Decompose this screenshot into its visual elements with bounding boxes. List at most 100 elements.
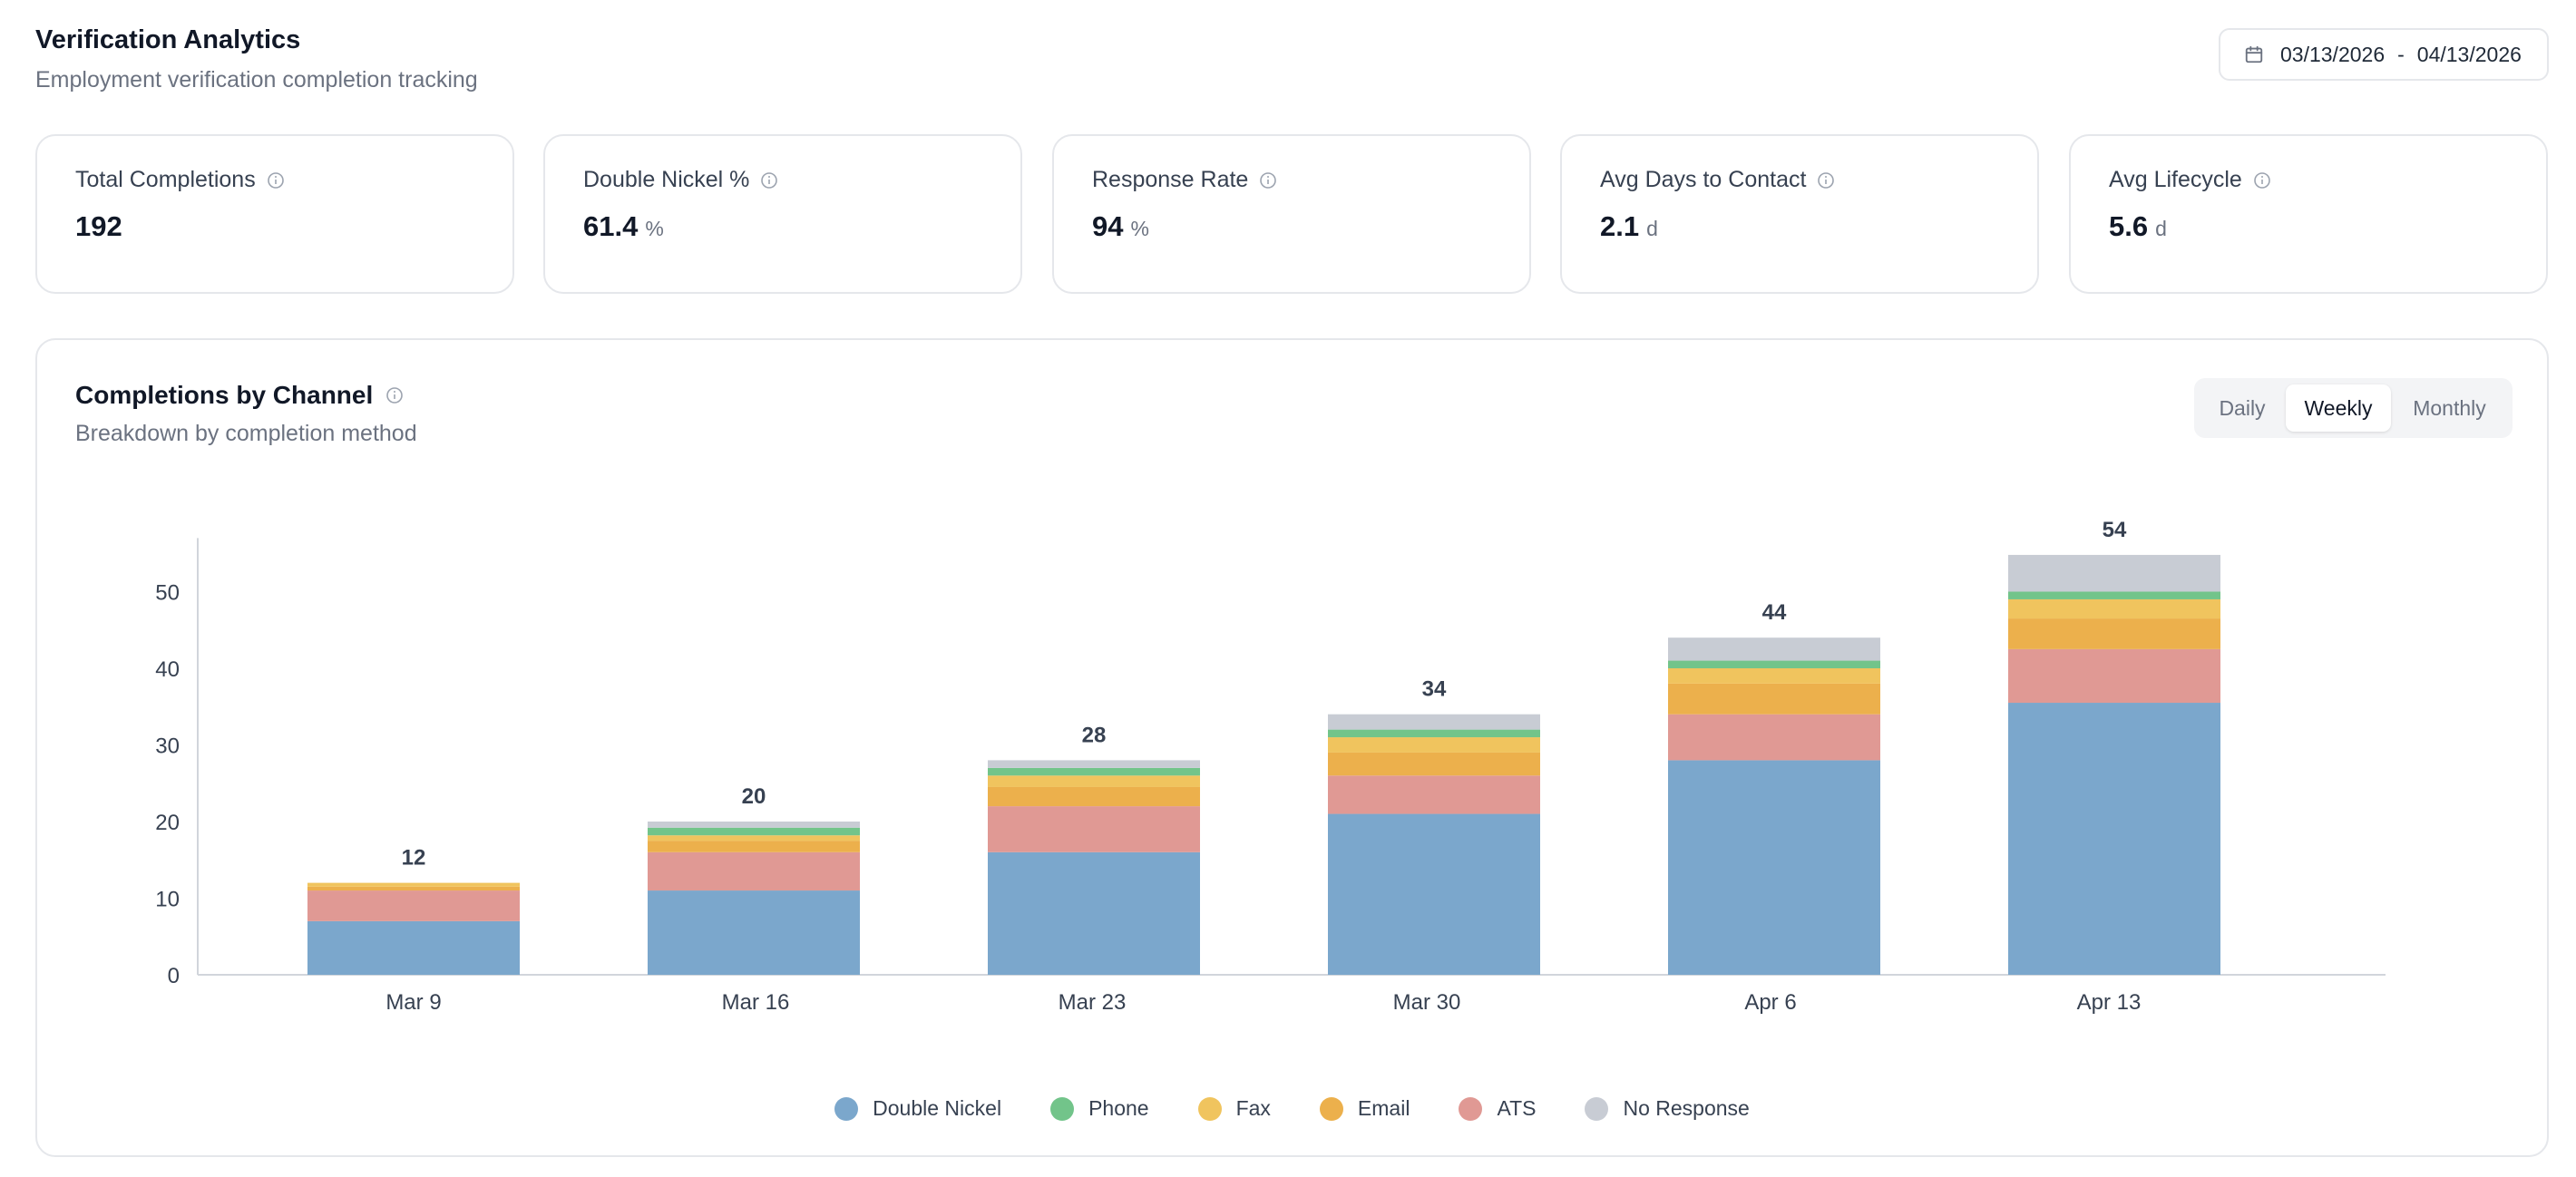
kpi-unit: d <box>2155 217 2167 240</box>
bar-segment-double-nickel <box>307 920 520 975</box>
bar-segment-no-response <box>1328 714 1540 730</box>
bar-segment-email <box>648 841 860 852</box>
bar-segment-no-response <box>648 822 860 828</box>
info-icon[interactable] <box>1817 171 1835 190</box>
date-range-end: 04/13/2026 <box>2416 42 2522 66</box>
date-range-separator: - <box>2397 42 2405 66</box>
chart-subtitle: Breakdown by completion method <box>75 421 417 446</box>
bar-segment-ats <box>1328 775 1540 814</box>
granularity-toggle: Daily Weekly Monthly <box>2194 378 2513 438</box>
bar-segment-no-response <box>1668 637 1880 661</box>
bar-segment-ats <box>988 806 1200 852</box>
info-icon[interactable] <box>1259 171 1277 190</box>
legend-label: ATS <box>1497 1096 1537 1120</box>
kpi-label: Avg Days to Contact <box>1600 167 1807 192</box>
date-range-start: 03/13/2026 <box>2280 42 2386 66</box>
kpi-card-double-nickel-percent: Double Nickel % 61.4% <box>543 134 1022 294</box>
bar-total-label: 44 <box>1762 600 1787 625</box>
kpi-label: Total Completions <box>75 167 256 192</box>
bar-segment-double-nickel <box>2008 703 2220 975</box>
completions-chart-card: Completions by Channel Breakdown by comp… <box>35 338 2549 1157</box>
bar-segment-phone <box>1668 660 1880 668</box>
kpi-card-avg-days-to-contact: Avg Days to Contact 2.1 d <box>1560 134 2039 294</box>
bar-total-label: 54 <box>2103 518 2127 542</box>
y-tick-label: 40 <box>155 657 180 682</box>
bar-total-label: 12 <box>402 846 426 871</box>
bar-segment-double-nickel <box>1328 813 1540 975</box>
x-tick-label: Apr 13 <box>2077 990 2142 1015</box>
kpi-label: Avg Lifecycle <box>2109 167 2242 192</box>
bar-segment-ats <box>2008 648 2220 704</box>
y-tick-label: 10 <box>155 888 180 912</box>
bar-segment-double-nickel <box>648 890 860 975</box>
chart-title: Completions by Channel <box>75 381 374 409</box>
legend-swatch <box>1050 1096 1075 1121</box>
kpi-value: 61.4 <box>583 210 639 242</box>
toggle-weekly[interactable]: Weekly <box>2286 384 2391 432</box>
legend-item-fax[interactable]: Fax <box>1197 1096 1271 1121</box>
bar-segment-ats <box>307 890 520 921</box>
kpi-label: Double Nickel % <box>583 167 750 192</box>
bar-segment-phone <box>1328 729 1540 738</box>
kpi-value: 94 <box>1092 210 1124 242</box>
legend-swatch <box>1585 1096 1609 1121</box>
kpi-value: 5.6 <box>2109 210 2149 242</box>
bar-segment-ats <box>1668 714 1880 761</box>
page-title: Verification Analytics <box>35 25 301 54</box>
legend-item-phone[interactable]: Phone <box>1050 1096 1149 1121</box>
info-icon[interactable] <box>385 386 404 404</box>
legend-item-ats[interactable]: ATS <box>1459 1096 1536 1121</box>
legend-swatch <box>1319 1096 1343 1121</box>
x-tick-label: Mar 16 <box>722 990 790 1015</box>
kpi-value: 192 <box>75 210 122 242</box>
kpi-unit: % <box>1130 217 1149 240</box>
y-tick-label: 50 <box>155 581 180 606</box>
info-icon[interactable] <box>267 171 285 190</box>
legend-label: Email <box>1357 1096 1410 1120</box>
legend-label: Double Nickel <box>873 1096 1002 1120</box>
bar-segment-fax <box>2008 598 2220 619</box>
info-icon[interactable] <box>760 171 778 190</box>
legend-item-no-response[interactable]: No Response <box>1585 1096 1750 1121</box>
legend-label: Fax <box>1235 1096 1271 1120</box>
toggle-monthly[interactable]: Monthly <box>2413 396 2486 420</box>
kpi-card-total-completions: Total Completions 192 <box>35 134 514 294</box>
chart-legend: Double Nickel Phone Fax Email ATS No Response <box>37 1096 2547 1121</box>
bar-segment-fax <box>988 775 1200 787</box>
toggle-daily[interactable]: Daily <box>2219 396 2266 420</box>
x-tick-label: Apr 6 <box>1744 990 1796 1015</box>
kpi-card-response-rate: Response Rate 94% <box>1052 134 1531 294</box>
legend-swatch <box>1459 1096 1483 1121</box>
bar-segment-double-nickel <box>988 851 1200 975</box>
bar-segment-email <box>1668 683 1880 715</box>
x-tick-label: Mar 30 <box>1393 990 1461 1015</box>
bar-segment-fax <box>648 835 860 841</box>
page-subtitle: Employment verification completion track… <box>35 67 478 92</box>
bar-segment-no-response <box>2008 554 2220 592</box>
x-tick-label: Mar 23 <box>1059 990 1127 1015</box>
legend-item-email[interactable]: Email <box>1319 1096 1410 1121</box>
bar-segment-phone <box>2008 591 2220 599</box>
legend-label: No Response <box>1623 1096 1750 1120</box>
bar-segment-email <box>307 886 520 891</box>
info-icon[interactable] <box>2253 171 2271 190</box>
bar-segment-email <box>988 786 1200 807</box>
date-range-picker[interactable]: 03/13/2026 - 04/13/2026 <box>2219 28 2549 81</box>
bar-segment-fax <box>1668 668 1880 684</box>
kpi-card-avg-lifecycle: Avg Lifecycle 5.6 d <box>2069 134 2548 294</box>
legend-item-double-nickel[interactable]: Double Nickel <box>834 1096 1001 1121</box>
kpi-unit: d <box>1646 217 1658 240</box>
calendar-icon <box>2245 45 2263 63</box>
y-tick-label: 0 <box>168 964 180 988</box>
bar-segment-phone <box>988 767 1200 776</box>
stacked-bar-chart: 0 10 20 30 40 50 12 Mar 9 20 Mar 16 28 Mar 23 34 Mar … <box>155 518 2386 1015</box>
bar-segment-no-response <box>988 760 1200 768</box>
kpi-value: 2.1 <box>1600 210 1640 242</box>
bar-segment-fax <box>1328 737 1540 753</box>
legend-swatch <box>1197 1096 1222 1121</box>
bar-segment-ats <box>648 851 860 891</box>
bar-segment-phone <box>648 827 860 836</box>
bar-total-label: 34 <box>1422 677 1447 702</box>
x-tick-label: Mar 9 <box>385 990 441 1015</box>
kpi-label: Response Rate <box>1092 167 1249 192</box>
